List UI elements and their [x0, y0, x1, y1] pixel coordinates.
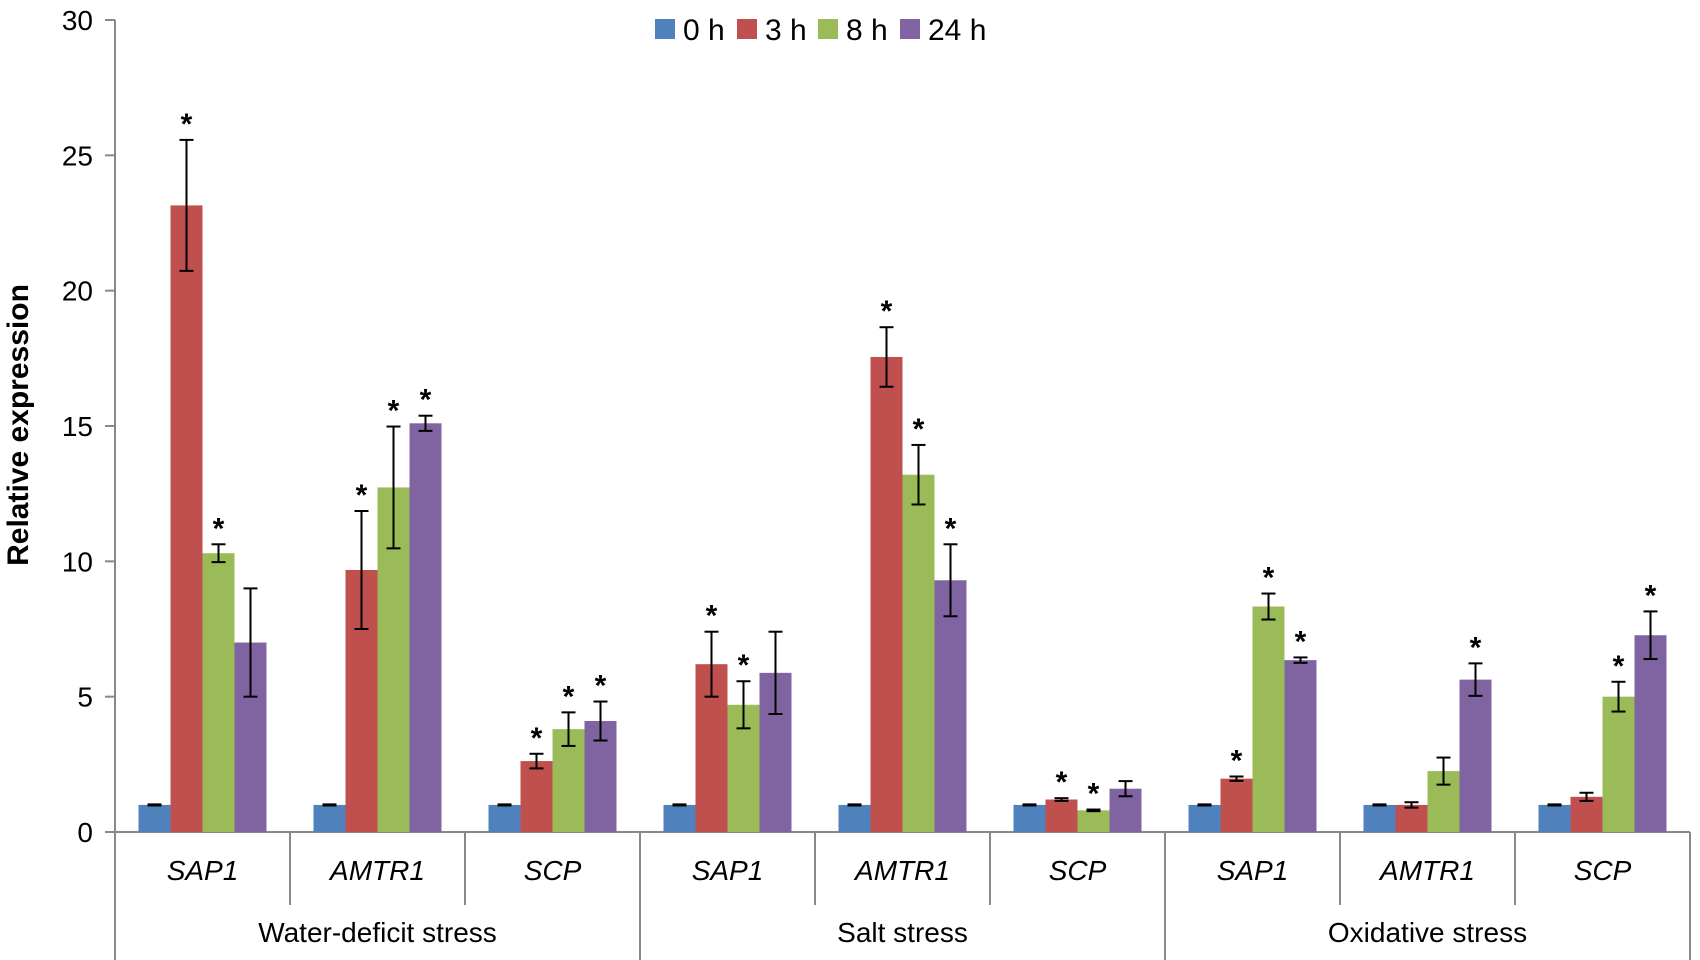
significance-star: *: [1088, 778, 1100, 811]
y-axis-title: Relative expression: [2, 284, 35, 566]
y-tick-label: 30: [62, 5, 93, 36]
bar: [170, 205, 203, 832]
bar: [1602, 696, 1635, 832]
significance-star: *: [213, 512, 225, 545]
significance-star: *: [913, 413, 925, 446]
legend-label: 3 h: [765, 14, 807, 47]
legend-label: 24 h: [928, 14, 986, 47]
bar: [520, 761, 553, 832]
bar: [1188, 804, 1221, 832]
y-tick-label: 20: [62, 276, 93, 307]
category-label: SCP: [524, 855, 582, 886]
bar: [934, 580, 967, 832]
significance-star: *: [1645, 579, 1657, 612]
bar: [313, 804, 346, 832]
group-label: Water-deficit stress: [258, 917, 497, 948]
significance-star: *: [388, 395, 400, 428]
y-tick-label: 0: [77, 817, 93, 848]
category-label: SAP1: [167, 855, 239, 886]
legend-swatch: [737, 19, 757, 39]
bar: [838, 804, 871, 832]
legend-label: 8 h: [846, 14, 888, 47]
bars: [138, 205, 1667, 832]
significance-star: *: [945, 512, 957, 545]
y-tick-label: 25: [62, 140, 93, 171]
bar: [202, 553, 235, 832]
category-label: SCP: [1574, 855, 1632, 886]
legend-label: 0 h: [683, 14, 725, 47]
significance-markers: * * * * * * * * * * * * * * * * * * * * *: [181, 108, 1657, 811]
group-label: Oxidative stress: [1328, 917, 1527, 948]
bar: [1538, 804, 1571, 832]
legend-swatch: [818, 19, 838, 39]
y-tick-label: 5: [77, 682, 93, 713]
bar: [1077, 810, 1110, 832]
significance-star: *: [356, 479, 368, 512]
category-label: SCP: [1049, 855, 1107, 886]
bar: [663, 804, 696, 832]
bar: [1013, 804, 1046, 832]
significance-star: *: [181, 108, 193, 141]
category-label: AMTR1: [328, 855, 425, 886]
bar: [1220, 778, 1253, 832]
y-tick-label: 15: [62, 411, 93, 442]
bar: [1395, 804, 1428, 832]
significance-star: *: [706, 600, 718, 633]
error-bars: [147, 138, 1658, 813]
axes: 0 5 10 15 20 25 30 SAP1 AMTR1 SCP SAP1 AMTR1 SCP SAP1…: [62, 5, 1691, 960]
category-label: AMTR1: [1378, 855, 1475, 886]
bar: [1459, 679, 1492, 832]
bar: [1284, 660, 1317, 832]
y-tick-label: 10: [62, 546, 93, 577]
bar: [1045, 799, 1078, 832]
category-label: AMTR1: [853, 855, 950, 886]
significance-star: *: [1231, 745, 1243, 778]
significance-star: *: [1295, 625, 1307, 658]
legend: 0 h 3 h 8 h 24 h: [655, 14, 986, 47]
bar: [1252, 606, 1285, 832]
significance-star: *: [563, 680, 575, 713]
significance-star: *: [1263, 562, 1275, 595]
bar: [409, 423, 442, 832]
bar: [870, 356, 903, 832]
significance-star: *: [1470, 631, 1482, 664]
bar: [1570, 796, 1603, 832]
bar: [902, 474, 935, 832]
bar: [488, 804, 521, 832]
bar: [1363, 804, 1396, 832]
significance-star: *: [1056, 766, 1068, 799]
legend-swatch: [655, 19, 675, 39]
significance-star: *: [738, 649, 750, 682]
legend-swatch: [900, 19, 920, 39]
significance-star: *: [420, 384, 432, 417]
significance-star: *: [531, 722, 543, 755]
significance-star: *: [595, 670, 607, 703]
category-label: SAP1: [692, 855, 764, 886]
group-label: Salt stress: [837, 917, 968, 948]
bar: [138, 804, 171, 832]
category-label: SAP1: [1217, 855, 1289, 886]
significance-star: *: [881, 295, 893, 328]
bar: [1634, 635, 1667, 832]
significance-star: *: [1613, 650, 1625, 683]
